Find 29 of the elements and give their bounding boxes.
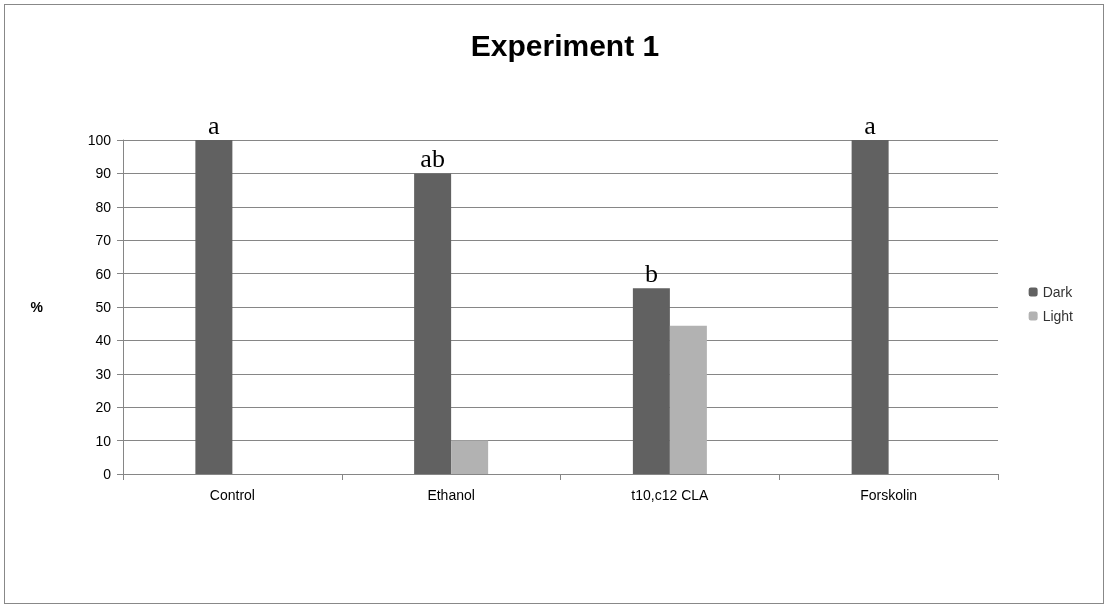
bar bbox=[451, 440, 489, 474]
y-tick-label: 60 bbox=[95, 265, 112, 282]
legend-label: Dark bbox=[1042, 284, 1074, 300]
x-tick-label: t10,c12 CLA bbox=[631, 487, 710, 503]
y-tick-label: 80 bbox=[95, 198, 112, 215]
bar bbox=[414, 173, 452, 474]
bar bbox=[195, 140, 233, 474]
bar bbox=[669, 325, 707, 474]
legend-label: Light bbox=[1042, 308, 1074, 324]
y-tick-label: 90 bbox=[95, 165, 112, 182]
y-tick-label: 70 bbox=[95, 232, 112, 249]
x-tick-label: Forskolin bbox=[860, 487, 918, 503]
y-tick-label: 100 bbox=[87, 132, 112, 148]
annotation: ab bbox=[420, 143, 445, 173]
y-tick-label: 0 bbox=[103, 466, 112, 482]
chart-title: Experiment 1 bbox=[470, 28, 660, 62]
bar bbox=[632, 288, 670, 474]
bar bbox=[851, 140, 889, 474]
x-tick-label: Ethanol bbox=[427, 487, 475, 503]
x-tick-label: Control bbox=[209, 487, 255, 503]
y-tick-label: 50 bbox=[95, 299, 112, 315]
annotation: a bbox=[208, 110, 221, 140]
annotation: a bbox=[864, 110, 877, 140]
y-axis-title: % bbox=[30, 299, 44, 315]
y-tick-label: 10 bbox=[95, 432, 112, 449]
y-tick-label: 40 bbox=[95, 332, 112, 349]
y-tick-label: 20 bbox=[95, 399, 112, 416]
y-tick-label: 30 bbox=[95, 365, 112, 382]
annotation: b bbox=[644, 258, 658, 288]
